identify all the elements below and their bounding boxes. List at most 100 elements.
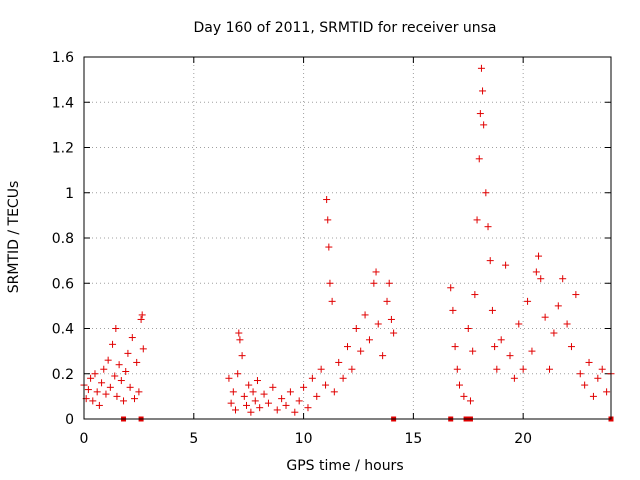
data-point [323,196,331,204]
data-point [115,361,123,369]
data-point [339,374,347,382]
data-point [126,383,134,391]
axis-ticks [83,56,611,420]
data-point [256,404,264,412]
data-point [100,365,108,373]
data-point [572,291,580,299]
y-tick-label: 0.6 [52,276,74,292]
data-point [453,365,461,373]
data-point [227,399,235,407]
data-point [232,406,240,414]
data-point [269,383,277,391]
y-tick-label: 0 [65,412,74,428]
data-point [447,284,455,292]
data-point [506,352,514,360]
data-point [455,381,463,389]
data-point [491,343,499,351]
data-point [247,408,255,416]
data-point [137,315,145,323]
grid-lines [84,57,611,419]
data-point [510,374,518,382]
data-point [253,377,261,385]
data-point [102,390,110,398]
data-point [120,397,128,405]
data-point [550,329,558,337]
chart-title: Day 160 of 2011, SRMTID for receiver uns… [193,20,496,36]
data-point [484,223,492,231]
data-point [260,390,268,398]
data-point [357,347,365,355]
data-point [469,347,477,355]
data-point [374,320,382,328]
data-point [594,374,602,382]
data-point [242,401,250,409]
data-point [383,297,391,305]
data-point [344,343,351,351]
data-point [563,320,571,328]
plot-area-border [83,56,612,420]
data-point [576,370,584,378]
data-point [133,358,141,366]
data-point [295,397,303,405]
data-point [390,329,398,337]
data-point [112,325,120,332]
data-point [291,408,299,416]
data-point [466,397,474,405]
data-point [387,315,395,323]
data-point [460,392,468,400]
data-point [559,275,567,283]
data-point [524,297,532,305]
data-point [245,381,253,389]
data-point [87,374,95,382]
data-point [335,358,343,366]
data-point [89,397,97,405]
data-point [330,388,338,396]
data-point [236,336,244,344]
data-point [317,365,325,373]
data-point [361,311,369,319]
data-point [124,349,132,357]
data-point [546,365,554,373]
x-tick-label: 0 [80,431,89,447]
data-point [308,374,316,382]
data-point [348,365,356,373]
y-tick-label: 1.2 [52,141,74,157]
data-point [581,381,589,389]
data-point [300,383,308,391]
data-point [238,352,246,360]
data-point [240,392,248,400]
y-tick-label: 0.2 [52,367,74,383]
data-point [488,306,496,314]
data-point [532,268,540,276]
data-point [567,343,575,351]
data-point [528,347,536,355]
data-point [541,313,549,321]
data-point [135,388,143,396]
data-point [603,388,611,396]
y-tick-label: 1 [65,186,74,202]
data-point [554,302,562,310]
x-axis-label: GPS time / hours [286,458,403,474]
data-point [379,352,387,360]
y-tick-label: 0.8 [52,231,74,247]
x-tick-labels: 0 5 10 15 20 [80,431,533,447]
y-tick-labels: 0 0.2 0.4 0.6 0.8 1 1.2 1.4 1.6 [52,50,74,428]
x-tick-label: 10 [295,431,313,447]
data-point [313,392,321,400]
data-point [131,395,139,403]
data-point [476,110,484,118]
data-point [286,388,294,396]
data-point [225,374,233,382]
data-point [328,297,336,305]
data-point [325,243,333,251]
data-point [479,87,487,95]
data-point [370,279,378,287]
data-point [372,268,380,276]
data-point [111,372,119,380]
data-point [365,336,373,344]
data-point [464,325,472,332]
y-tick-label: 1.4 [52,95,74,111]
data-point [91,370,99,378]
y-axis-label: SRMTID / TECUs [6,181,22,294]
